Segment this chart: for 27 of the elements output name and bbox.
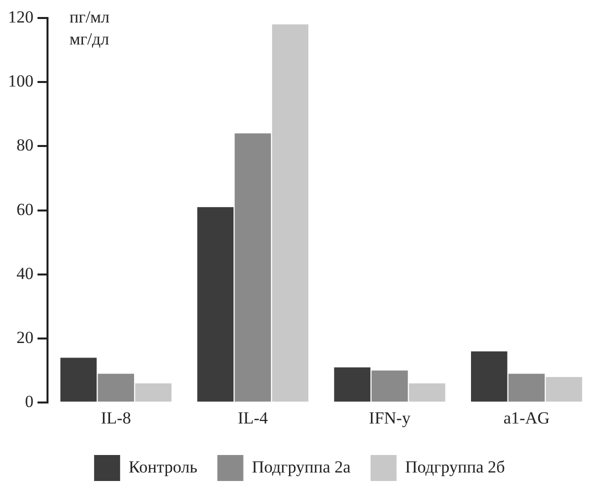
bar [98, 374, 134, 402]
bar [272, 24, 308, 402]
bar [508, 374, 545, 402]
bar [135, 383, 172, 402]
bar [234, 133, 271, 402]
y-tick-label: 80 [16, 136, 34, 155]
y-axis-title: пг/мл мг/дл [70, 7, 110, 48]
bar [471, 351, 508, 402]
y-tick-label: 100 [8, 72, 34, 91]
x-tick-label: IL-4 [238, 408, 268, 428]
legend-label: Подгруппа 2а [252, 457, 352, 476]
bar [408, 383, 446, 402]
bar [60, 358, 97, 402]
bar [334, 367, 370, 402]
y-tick-label: 60 [16, 200, 34, 219]
y-tick-label: 20 [16, 328, 34, 347]
y-tick-label: 120 [8, 7, 34, 26]
bar [197, 207, 234, 402]
x-tick-label: a1-AG [503, 408, 550, 428]
y-tick-label: 40 [16, 264, 34, 283]
x-tick-label: IFN-y [368, 408, 411, 428]
legend-label: Подгруппа 2б [405, 457, 505, 476]
bar [372, 370, 408, 402]
x-tick-label: IL-8 [100, 408, 132, 428]
bar [546, 376, 582, 402]
legend-label: Контроль [128, 457, 198, 476]
y-tick-label: 0 [25, 392, 34, 412]
